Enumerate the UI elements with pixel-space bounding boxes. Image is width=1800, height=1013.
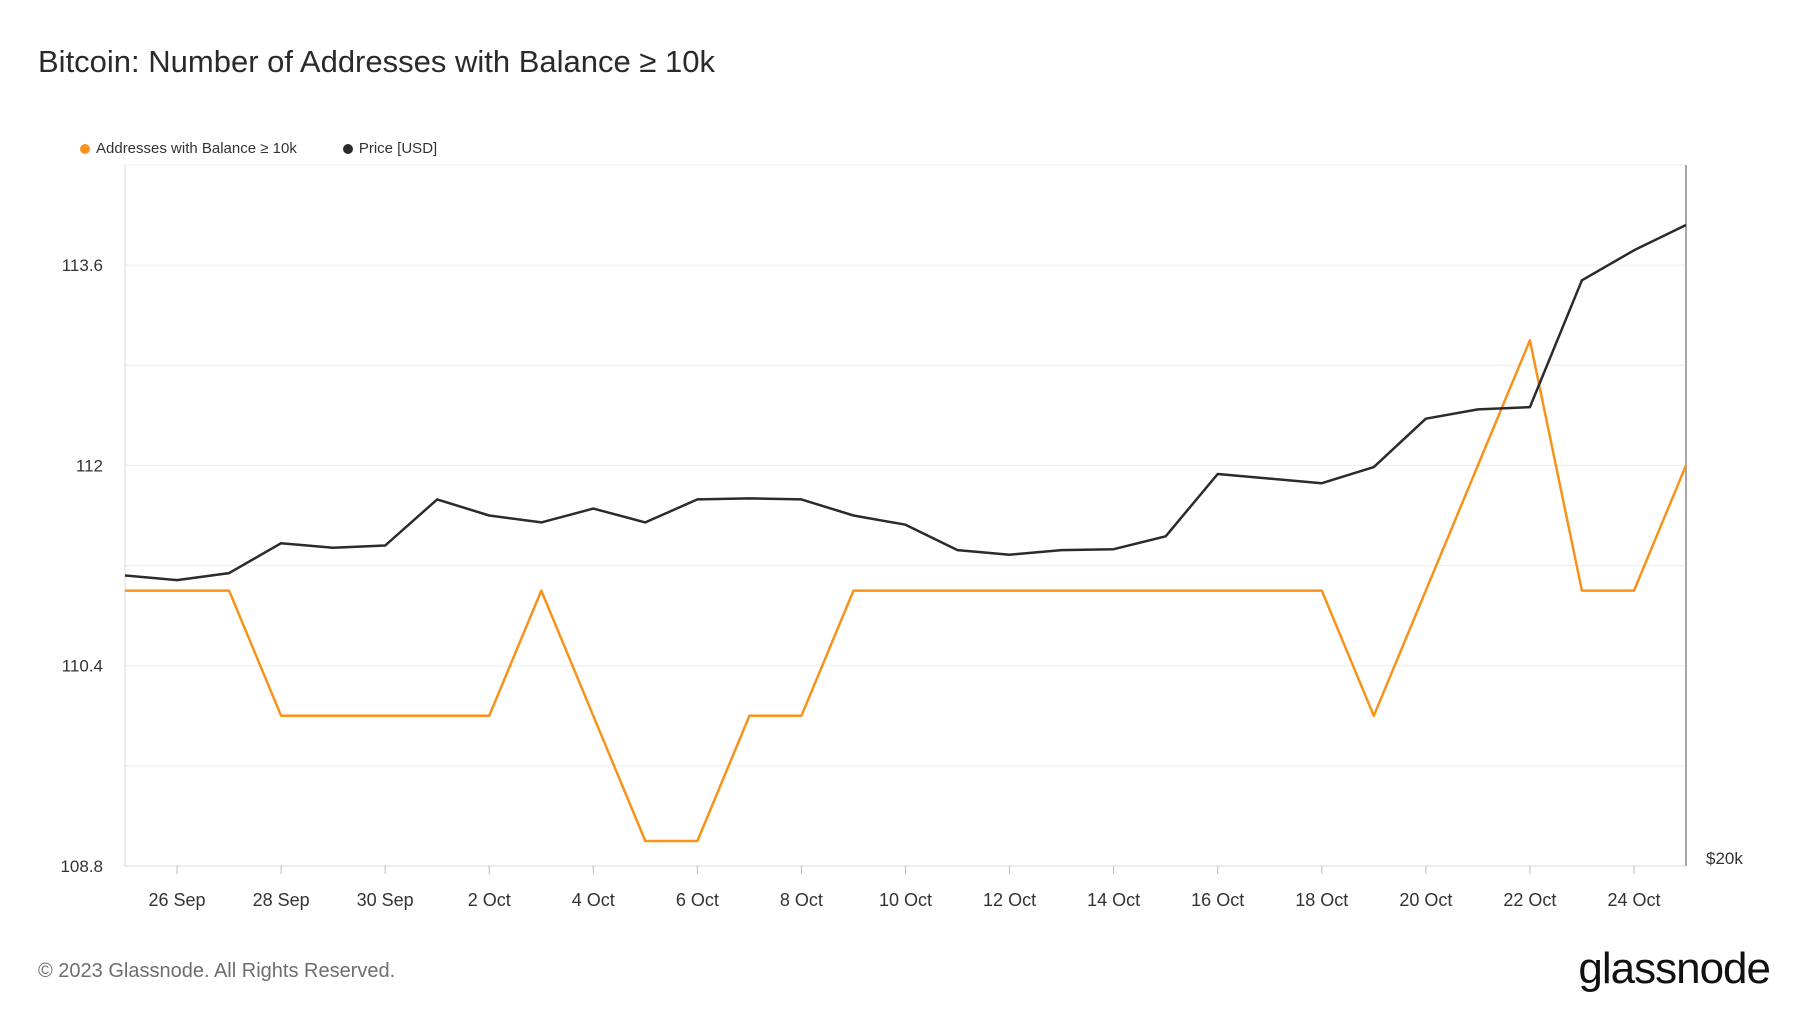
addresses-series-line	[125, 339, 1688, 843]
chart-title: Bitcoin: Number of Addresses with Balanc…	[38, 44, 715, 79]
grid-lines	[125, 164, 1686, 867]
y-tick-label: 110.4	[62, 657, 103, 676]
y-axis-ticks: 113.6 112 110.4 108.8 $20k	[60, 256, 1743, 876]
x-tick-label: 8 Oct	[780, 890, 823, 910]
y-tick-label: 113.6	[62, 256, 103, 275]
y-right-tick-label: $20k	[1706, 849, 1743, 868]
x-tick-label: 2 Oct	[468, 890, 511, 910]
legend-label-price: Price [USD]	[358, 140, 438, 157]
x-tick-label: 26 Sep	[149, 890, 206, 910]
legend-dot-addresses	[80, 143, 90, 154]
x-tick-label: 6 Oct	[676, 890, 719, 910]
x-tick-label: 20 Oct	[1399, 890, 1452, 910]
glassnode-logo: glassnode	[1578, 944, 1771, 993]
legend-dot-price	[342, 143, 353, 154]
x-tick-label: 28 Sep	[253, 890, 310, 910]
x-tick-label: 14 Oct	[1087, 890, 1140, 910]
series-lines	[124, 223, 1688, 843]
x-tick-label: 22 Oct	[1503, 890, 1556, 910]
legend-item-price[interactable]: Price [USD]	[342, 140, 438, 157]
y-tick-label: 112	[76, 456, 103, 475]
x-tick-label: 10 Oct	[879, 890, 932, 910]
x-tick-label: 18 Oct	[1295, 890, 1348, 910]
x-tick-label: 30 Sep	[357, 890, 414, 910]
price-series-line	[124, 223, 1687, 582]
x-tick-label: 4 Oct	[572, 890, 615, 910]
copyright-footer: © 2023 Glassnode. All Rights Reserved.	[38, 960, 396, 982]
x-tick-label: 24 Oct	[1607, 890, 1660, 910]
y-tick-label: 108.8	[60, 857, 103, 876]
legend-label-addresses: Addresses with Balance ≥ 10k	[96, 140, 297, 157]
x-tick-label: 12 Oct	[983, 890, 1036, 910]
legend-item-addresses[interactable]: Addresses with Balance ≥ 10k	[80, 140, 297, 157]
legend: Addresses with Balance ≥ 10k Price [USD]	[80, 140, 483, 157]
x-axis-ticks: 26 Sep 28 Sep 30 Sep 2 Oct 4 Oct 6 Oct 8 Oct 10…	[149, 866, 1660, 910]
x-tick-label: 16 Oct	[1191, 890, 1244, 910]
axes	[124, 165, 1687, 867]
